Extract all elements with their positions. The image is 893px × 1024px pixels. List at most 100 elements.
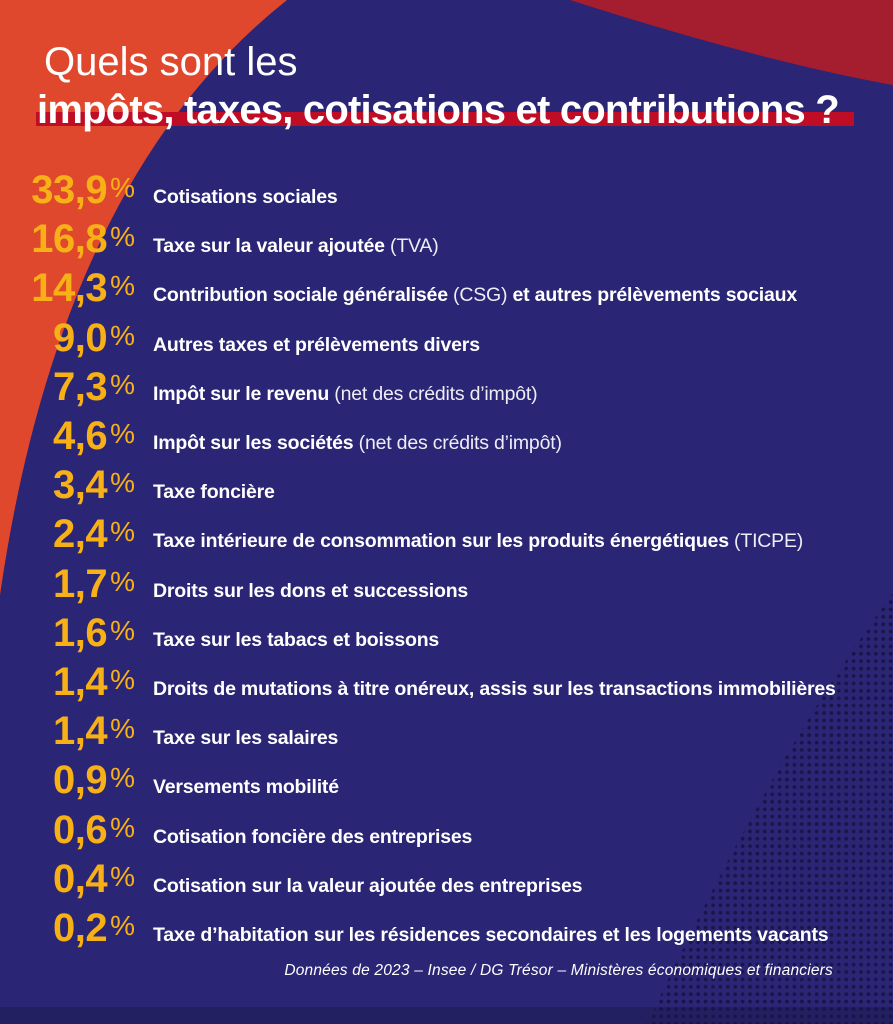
percentage-value: 4,6% [0, 414, 135, 458]
tax-label: Autres taxes et prélèvements divers [153, 334, 480, 357]
tax-label: Taxe intérieure de consommation sur les … [153, 530, 803, 553]
tax-label-bold: Contribution sociale généralisée [153, 284, 448, 306]
percent-sign: % [110, 221, 135, 252]
tax-label-bold: Cotisations sociales [153, 186, 338, 208]
list-item: 1,4% Taxe sur les salaires [0, 709, 893, 753]
percentage-number: 9,0 [52, 316, 108, 360]
percentage-number: 1,7 [52, 562, 108, 606]
percent-sign: % [110, 713, 135, 744]
percentage-number: 16,8 [31, 217, 108, 261]
percentage-number: 0,2 [52, 906, 108, 950]
percentage-number: 1,4 [52, 709, 108, 753]
tax-label-bold: Taxe sur les salaires [153, 727, 339, 749]
tax-label-bold: Taxe sur la valeur ajoutée [153, 235, 385, 257]
percent-sign: % [110, 615, 135, 646]
percentage-number: 2,4 [52, 512, 108, 556]
percentage-number: 7,3 [52, 365, 108, 409]
title-underline-bar [36, 112, 854, 126]
tax-label-bold: Cotisation foncière des entreprises [153, 826, 473, 848]
percentage-number: 1,6 [52, 611, 108, 655]
list-item: 0,6% Cotisation foncière des entreprises [0, 808, 893, 852]
percentage-number: 14,3 [31, 266, 108, 310]
percent-sign: % [110, 664, 135, 695]
list-item: 4,6% Impôt sur les sociétés (net des créd… [0, 414, 893, 458]
tax-label-bold: Taxe intérieure de consommation sur les … [153, 530, 729, 552]
percent-sign: % [110, 910, 135, 941]
tax-label-bold: Taxe d’habitation sur les résidences sec… [153, 924, 829, 946]
tax-label-bold-2: et autres prélèvements sociaux [507, 284, 798, 306]
source-caption: Données de 2023 – Insee / DG Trésor – Mi… [284, 962, 833, 979]
list-item: 1,4% Droits de mutations à titre onéreux,… [0, 660, 893, 704]
list-item: 0,4% Cotisation sur la valeur ajoutée des… [0, 857, 893, 901]
percentage-value: 7,3% [0, 365, 135, 409]
percentage-value: 14,3% [0, 266, 135, 310]
list-item: 2,4% Taxe intérieure de consommation sur … [0, 512, 893, 556]
percentage-number: 1,4 [52, 660, 108, 704]
tax-label: Impôt sur le revenu (net des crédits d’i… [153, 383, 538, 406]
tax-label-bold: Droits de mutations à titre onéreux, ass… [153, 678, 836, 700]
list-item: 14,3% Contribution sociale généralisée (C… [0, 266, 893, 310]
percentage-number: 33,9 [31, 168, 108, 212]
list-item: 1,7% Droits sur les dons et successions [0, 562, 893, 606]
percentage-value: 9,0% [0, 316, 135, 360]
tax-label-bold: Impôt sur le revenu [153, 383, 330, 405]
tax-label: Taxe foncière [153, 481, 275, 504]
percent-sign: % [110, 566, 135, 597]
tax-label: Droits de mutations à titre onéreux, ass… [153, 678, 836, 701]
percentage-number: 0,6 [52, 808, 108, 852]
tax-label: Cotisation foncière des entreprises [153, 826, 472, 849]
percent-sign: % [110, 467, 135, 498]
percent-sign: % [110, 418, 135, 449]
dark-red-corner-shape [570, 0, 893, 85]
list-item: 7,3% Impôt sur le revenu (net des crédits… [0, 365, 893, 409]
tax-label: Taxe sur les tabacs et boissons [153, 629, 439, 652]
percent-sign: % [110, 369, 135, 400]
tax-label: Versements mobilité [153, 776, 339, 799]
tax-label-light: (CSG) [447, 284, 508, 306]
tax-label: Taxe sur les salaires [153, 727, 338, 750]
list-item: 9,0% Autres taxes et prélèvements divers [0, 316, 893, 360]
tax-label: Taxe sur la valeur ajoutée (TVA) [153, 235, 439, 258]
percent-sign: % [110, 812, 135, 843]
percentage-value: 2,4% [0, 512, 135, 556]
orange-corner-shape [0, 0, 287, 595]
list-item: 3,4% Taxe foncière [0, 463, 893, 507]
percentage-number: 0,9 [52, 758, 108, 802]
list-item: 0,9% Versements mobilité [0, 758, 893, 802]
list-item: 33,9% Cotisations sociales [0, 168, 893, 212]
tax-label-light: (TICPE) [728, 530, 804, 552]
title-question-light: Quels sont les [44, 40, 298, 84]
tax-label-light: (net des crédits d’impôt) [329, 383, 538, 405]
percentage-value: 0,9% [0, 758, 135, 802]
percentage-value: 1,7% [0, 562, 135, 606]
percent-sign: % [110, 861, 135, 892]
tax-label: Cotisation sur la valeur ajoutée des ent… [153, 875, 583, 898]
tax-label: Contribution sociale généralisée (CSG) e… [153, 284, 797, 307]
tax-label: Taxe d’habitation sur les résidences sec… [153, 924, 829, 947]
percent-sign: % [110, 320, 135, 351]
percentage-value: 0,2% [0, 906, 135, 950]
tax-label: Droits sur les dons et successions [153, 580, 468, 603]
tax-label: Impôt sur les sociétés (net des crédits … [153, 432, 562, 455]
tax-label-bold: Versements mobilité [153, 776, 339, 798]
tax-label-bold: Impôt sur les sociétés [153, 432, 354, 454]
percent-sign: % [110, 516, 135, 547]
page-title: impôts, taxes, cotisations et contributi… [37, 88, 840, 132]
tax-label-bold: Droits sur les dons et successions [153, 580, 469, 602]
percentage-value: 1,4% [0, 709, 135, 753]
percentage-value: 33,9% [0, 168, 135, 212]
percentage-value: 16,8% [0, 217, 135, 261]
tax-label-bold: Taxe sur les tabacs et boissons [153, 629, 440, 651]
percent-sign: % [110, 172, 135, 203]
tax-label-bold: Autres taxes et prélèvements divers [153, 334, 480, 356]
tax-label-bold: Taxe foncière [153, 481, 275, 503]
halftone-dots-band [647, 593, 893, 1024]
tax-label-light: (TVA) [384, 235, 439, 257]
tax-label: Cotisations sociales [153, 186, 338, 209]
percentage-value: 3,4% [0, 463, 135, 507]
list-item: 16,8% Taxe sur la valeur ajoutée (TVA) [0, 217, 893, 261]
percentage-number: 0,4 [52, 857, 108, 901]
